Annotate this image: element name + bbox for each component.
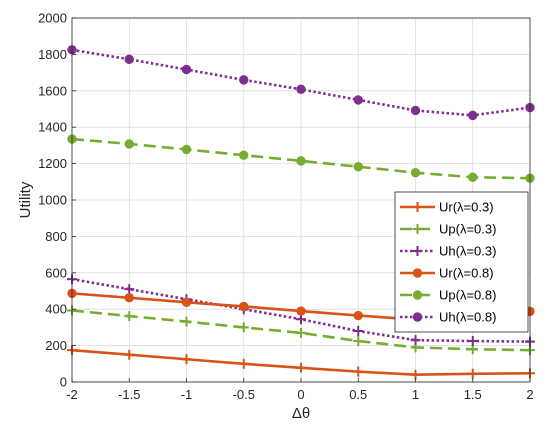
legend-swatch-marker xyxy=(412,224,423,234)
data-point-uh-0-8 xyxy=(353,95,363,105)
data-point-ur-0-3 xyxy=(296,362,306,373)
legend-swatch-marker xyxy=(412,246,423,256)
x-tick-label: 0 xyxy=(297,387,304,402)
y-tick-label: 600 xyxy=(45,265,67,280)
data-point-uh-0-8 xyxy=(124,54,134,65)
data-point-up-0-3 xyxy=(181,316,192,327)
data-point-ur-0-8 xyxy=(296,306,306,316)
legend-item-ur-0-3: Ur(λ=0.3) xyxy=(400,200,494,215)
data-point-up-0-3 xyxy=(296,327,306,338)
data-point-up-0-8 xyxy=(468,172,478,182)
data-point-ur-0-8 xyxy=(239,301,249,312)
y-tick-label: 0 xyxy=(60,375,67,390)
y-tick-label: 800 xyxy=(45,229,67,244)
legend-label: Ur(λ=0.8) xyxy=(439,266,494,281)
data-point-uh-0-3 xyxy=(410,335,421,346)
legend-item-up-0-3: Up(λ=0.3) xyxy=(400,222,496,237)
x-tick-label: -1 xyxy=(181,387,193,402)
x-tick-label: -1.5 xyxy=(118,387,140,402)
series-line-up-0-8 xyxy=(71,137,531,180)
legend: Ur(λ=0.3) Up(λ=0.3) Uh(λ=0.3) Ur(λ=0.8) Up(λ… xyxy=(394,191,529,333)
data-point-ur-0-3 xyxy=(181,354,192,365)
series-markers xyxy=(67,45,535,380)
y-tick-label: 1000 xyxy=(38,193,67,208)
data-point-uh-0-8 xyxy=(468,110,478,121)
data-point-ur-0-8 xyxy=(124,293,134,303)
y-tick-label: 2000 xyxy=(38,11,67,26)
y-tick-label: 1600 xyxy=(38,83,67,98)
legend-item-ur-0-8: Ur(λ=0.8) xyxy=(400,266,494,281)
x-tick-label: 1 xyxy=(412,387,419,402)
data-point-up-0-3 xyxy=(353,336,364,347)
legend-label: Up(λ=0.8) xyxy=(439,288,496,303)
y-axis-label: Utility xyxy=(17,181,34,218)
legend-item-uh-0-3: Uh(λ=0.3) xyxy=(400,244,496,259)
x-tick-label: 2 xyxy=(526,387,533,402)
x-tick-label: -0.5 xyxy=(233,387,255,402)
data-point-ur-0-3 xyxy=(467,368,478,379)
data-point-up-0-8 xyxy=(239,150,249,160)
data-point-ur-0-8 xyxy=(181,297,192,307)
data-point-ur-0-3 xyxy=(124,349,135,360)
data-point-uh-0-3 xyxy=(124,284,135,295)
legend-swatch-marker xyxy=(412,202,423,212)
axis-ticks: -2 -1.5 -1 -0.5 0 0.5 1 1.5 2 0 200 400 600 800 1000 12… xyxy=(38,11,534,403)
series-line-up-0-3 xyxy=(71,309,531,352)
y-tick-label: 200 xyxy=(45,338,67,353)
x-tick-label: -2 xyxy=(66,387,78,402)
data-point-ur-0-8 xyxy=(353,310,363,321)
data-point-up-0-8 xyxy=(353,161,363,172)
data-point-up-0-8 xyxy=(410,168,421,178)
legend-item-up-0-8: Up(λ=0.8) xyxy=(400,288,496,303)
legend-label: Uh(λ=0.3) xyxy=(439,244,496,259)
data-point-uh-0-8 xyxy=(239,75,249,85)
data-point-uh-0-3 xyxy=(467,336,478,347)
data-point-uh-0-8 xyxy=(296,84,306,95)
data-point-uh-0-3 xyxy=(353,326,364,337)
data-point-ur-0-3 xyxy=(353,366,364,377)
legend-box xyxy=(394,191,529,333)
data-point-up-0-8 xyxy=(181,144,192,155)
y-tick-label: 400 xyxy=(45,302,67,317)
x-axis-label: Δθ xyxy=(292,405,310,422)
y-tick-label: 1200 xyxy=(38,156,67,171)
legend-label: Up(λ=0.3) xyxy=(439,222,496,237)
data-point-up-0-8 xyxy=(296,156,306,166)
y-tick-label: 1800 xyxy=(38,47,67,62)
data-point-ur-0-3 xyxy=(238,358,249,369)
legend-item-uh-0-8: Uh(λ=0.8) xyxy=(400,310,496,325)
data-point-up-0-8 xyxy=(124,139,134,149)
legend-label: Ur(λ=0.3) xyxy=(439,200,494,215)
legend-swatch-marker xyxy=(412,312,423,322)
data-point-uh-0-8 xyxy=(181,64,192,75)
legend-label: Uh(λ=0.8) xyxy=(439,310,496,325)
legend-swatch-marker xyxy=(412,290,423,300)
data-point-up-0-3 xyxy=(238,322,249,333)
legend-swatch-marker xyxy=(412,268,423,278)
x-tick-label: 0.5 xyxy=(349,387,367,402)
data-point-uh-0-3 xyxy=(296,314,306,325)
data-point-up-0-3 xyxy=(124,311,135,322)
x-tick-label: 1.5 xyxy=(464,387,482,402)
y-tick-label: 1400 xyxy=(38,120,67,135)
data-point-uh-0-8 xyxy=(410,105,421,116)
